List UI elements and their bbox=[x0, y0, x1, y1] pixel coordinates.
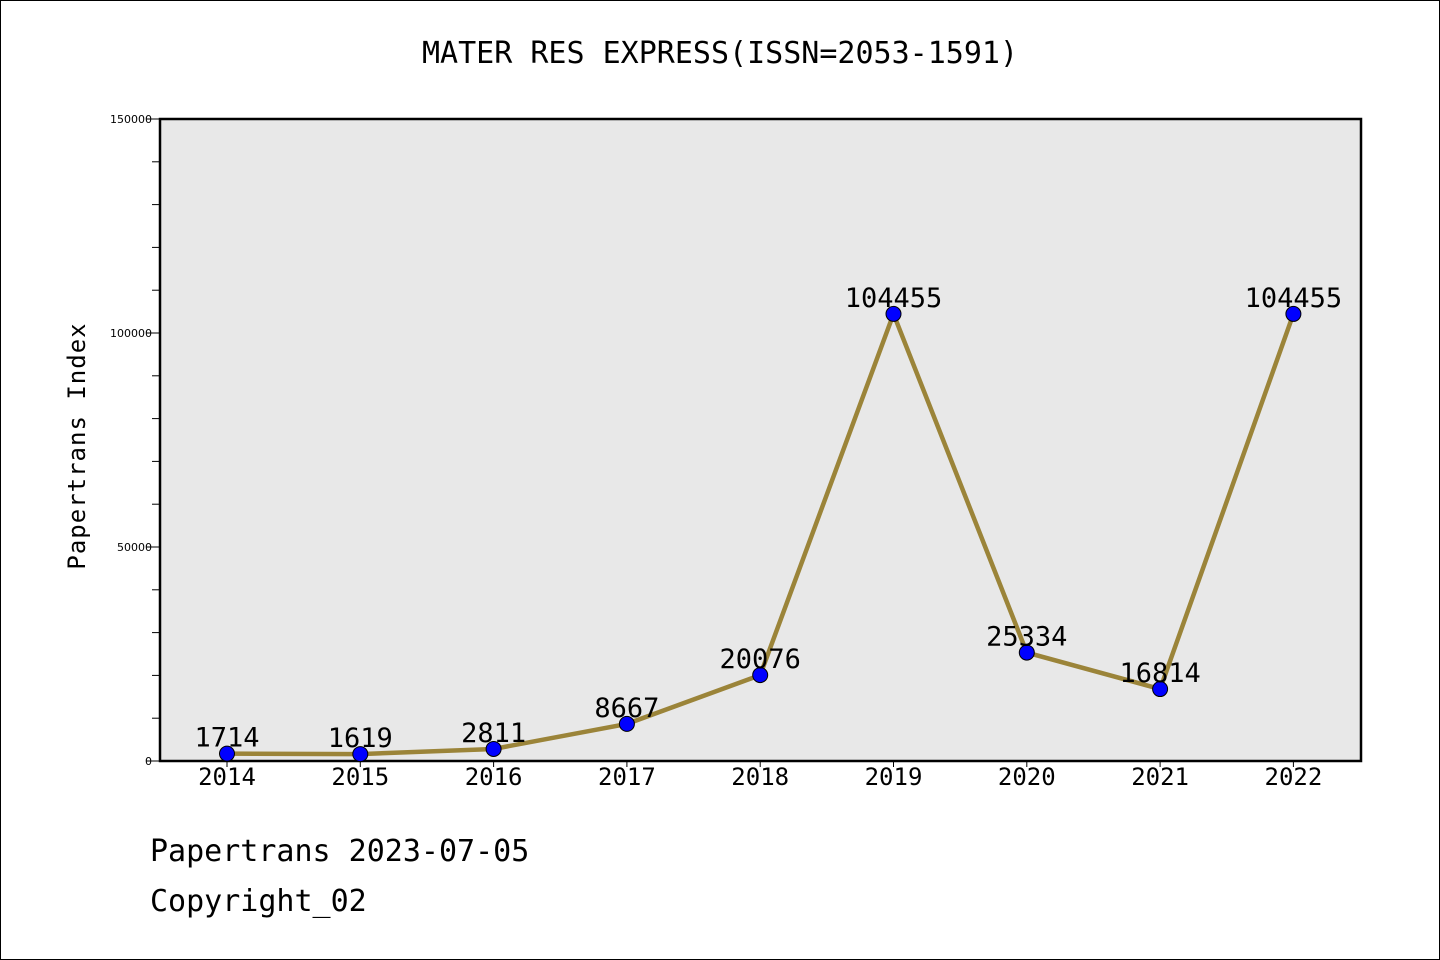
y-axis-ticks: 0 50000 100000 150000 bbox=[110, 113, 160, 768]
y-tick-label: 150000 bbox=[110, 113, 152, 126]
data-label: 104455 bbox=[845, 283, 943, 314]
plot-area bbox=[158, 117, 1363, 763]
data-point bbox=[485, 740, 502, 757]
series-index bbox=[219, 305, 1302, 763]
data-label: 1714 bbox=[194, 723, 259, 754]
x-tick-label: 2022 bbox=[1265, 763, 1323, 791]
data-label: 1619 bbox=[328, 723, 393, 754]
data-point bbox=[885, 305, 902, 322]
chart-title: MATER RES EXPRESS(ISSN=2053-1591) bbox=[421, 36, 1019, 71]
x-tick-label: 2020 bbox=[998, 763, 1056, 791]
x-tick-label: 2016 bbox=[465, 763, 523, 791]
data-label: 25334 bbox=[986, 622, 1067, 653]
footer-date: Papertrans 2023-07-05 bbox=[150, 834, 530, 869]
data-point bbox=[618, 715, 635, 732]
data-label: 16814 bbox=[1119, 658, 1200, 689]
data-label: 20076 bbox=[720, 644, 801, 675]
x-axis-ticks: 2014 2015 2016 2017 2018 2019 2020 2021 2022 bbox=[198, 761, 1322, 791]
y-tick-label: 50000 bbox=[117, 541, 152, 554]
data-label: 104455 bbox=[1245, 283, 1343, 314]
x-tick-label: 2014 bbox=[198, 763, 256, 791]
data-point bbox=[352, 746, 369, 763]
data-point bbox=[1285, 305, 1302, 322]
data-label: 2811 bbox=[461, 718, 526, 749]
data-point bbox=[1152, 681, 1169, 698]
x-tick-label: 2021 bbox=[1131, 763, 1189, 791]
x-tick-label: 2018 bbox=[731, 763, 789, 791]
x-tick-label: 2017 bbox=[598, 763, 656, 791]
data-point bbox=[752, 667, 769, 684]
data-labels: 1714 1619 2811 8667 20076 104455 25334 16814 104… bbox=[194, 283, 1342, 754]
data-point bbox=[219, 745, 235, 762]
x-tick-label: 2015 bbox=[331, 763, 389, 791]
x-tick-label: 2019 bbox=[865, 763, 923, 791]
data-point bbox=[1018, 644, 1035, 661]
y-tick-label: 0 bbox=[145, 755, 152, 768]
y-tick-label: 100000 bbox=[110, 327, 152, 340]
footer-copyright: Copyright_02 bbox=[150, 884, 367, 919]
data-label: 8667 bbox=[594, 693, 659, 724]
